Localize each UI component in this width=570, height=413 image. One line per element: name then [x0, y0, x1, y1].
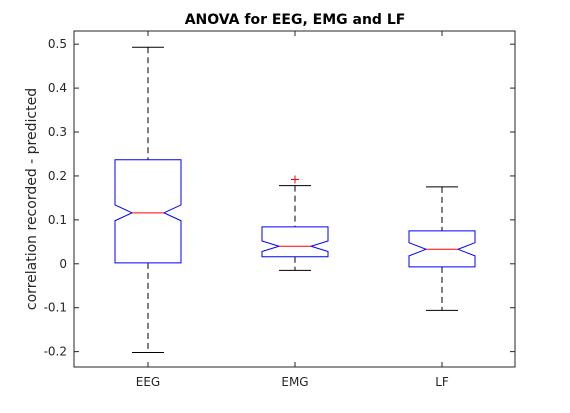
- chart-title: ANOVA for EEG, EMG and LF: [185, 12, 406, 28]
- y-tick-label: 0.5: [48, 37, 67, 51]
- y-tick-label: 0.4: [48, 81, 67, 95]
- y-axis-label: correlation recorded - predicted: [24, 88, 40, 310]
- notched-box: [408, 230, 476, 268]
- boxes-group: [114, 46, 476, 354]
- notched-box: [261, 226, 329, 258]
- x-tick-label: EMG: [281, 375, 308, 389]
- y-tick-label: 0.1: [48, 213, 67, 227]
- y-axis: -0.2 -0.1 0 0.1 0.2 0.3 0.4 0.5: [44, 37, 515, 359]
- box-emg: [261, 175, 329, 271]
- y-tick-label: 0.3: [48, 125, 67, 139]
- x-tick-label: EEG: [136, 375, 160, 389]
- y-tick-label: -0.2: [44, 345, 67, 359]
- box-eeg: [114, 46, 182, 354]
- outlier-marker: [291, 175, 299, 184]
- y-tick-label: 0.2: [48, 169, 67, 183]
- x-axis: EEG EMG LF: [136, 31, 449, 389]
- box-lf: [408, 186, 476, 311]
- y-tick-label: -0.1: [44, 301, 67, 315]
- notched-box: [114, 159, 182, 264]
- x-tick-label: LF: [435, 375, 449, 389]
- y-tick-label: 0: [59, 257, 67, 271]
